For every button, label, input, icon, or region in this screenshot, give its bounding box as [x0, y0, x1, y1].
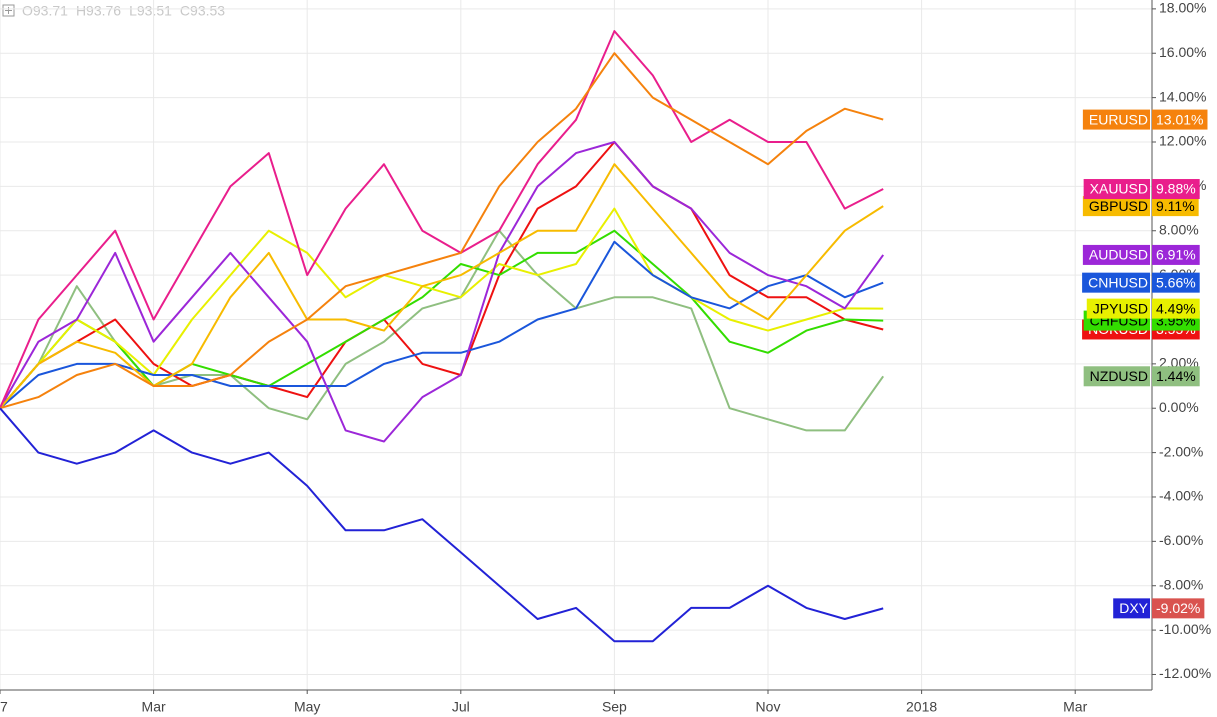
y-tick-label: -10.00%	[1159, 621, 1211, 637]
end-value-marker	[1152, 109, 1208, 130]
y-tick-label: 16.00%	[1159, 44, 1206, 60]
y-tick-label: -12.00%	[1159, 665, 1211, 681]
header-icon[interactable]	[2, 4, 15, 17]
end-value-label: 4.49%	[1156, 300, 1196, 316]
end-value-marker	[1152, 196, 1199, 217]
y-tick-label: -2.00%	[1159, 443, 1203, 459]
y-tick-label: 18.00%	[1159, 0, 1206, 16]
series-line	[0, 141, 885, 443]
x-tick-label: Mar	[1063, 699, 1087, 715]
series-line	[0, 229, 885, 432]
series-badge: EURUSD 13.01%	[1082, 109, 1208, 130]
series-badge: NZDUSD 1.44%	[1083, 366, 1200, 387]
legend-swatch	[1082, 272, 1150, 293]
y-tick-label: 8.00%	[1159, 221, 1199, 237]
legend-label: CNHUSD	[1088, 274, 1148, 290]
ohlc-value: C93.53	[180, 3, 225, 19]
series-line	[0, 207, 884, 409]
ohlc-value: O93.71	[22, 3, 68, 19]
end-value-label: 13.01%	[1156, 111, 1203, 127]
y-tick-label: 0.00%	[1159, 399, 1199, 415]
x-tick-label: Sep	[602, 699, 627, 715]
end-value-marker	[1152, 179, 1200, 200]
legend-label: GBPUSD	[1089, 198, 1148, 214]
legend-label: DXY	[1119, 600, 1148, 616]
x-tick-label: Nov	[756, 699, 781, 715]
series-line	[0, 163, 884, 409]
end-value-marker	[1152, 366, 1200, 387]
series-badge: DXY -9.02%	[1113, 598, 1205, 619]
legend-swatch	[1082, 109, 1150, 130]
series-badge: GBPUSD 9.11%	[1082, 196, 1199, 217]
end-value-marker	[1152, 272, 1200, 293]
legend-swatch	[1083, 179, 1150, 200]
y-tick-label: -6.00%	[1159, 532, 1203, 548]
y-tick-label: 12.00%	[1159, 133, 1206, 149]
legend-swatch	[1082, 244, 1150, 265]
end-value-label: 6.91%	[1156, 247, 1196, 263]
series-line	[0, 407, 884, 643]
end-value-marker	[1152, 244, 1200, 265]
x-tick-label: May	[294, 699, 320, 715]
legend-label: XAUUSD	[1090, 181, 1148, 197]
legend-swatch	[1082, 196, 1150, 217]
legend-label: EURUSD	[1089, 111, 1148, 127]
end-value-marker	[1152, 598, 1205, 619]
y-tick-label: -8.00%	[1159, 576, 1203, 592]
y-tick-label: -4.00%	[1159, 488, 1203, 504]
y-tick-label: 14.00%	[1159, 88, 1206, 104]
x-tick-label: Jul	[452, 699, 470, 715]
x-tick-label: 2018	[906, 699, 937, 715]
legend-label: AUDUSD	[1089, 247, 1148, 263]
series-badge: AUDUSD 6.91%	[1082, 244, 1200, 265]
legend-swatch	[1113, 598, 1150, 619]
series-line	[0, 52, 884, 410]
legend-swatch	[1086, 298, 1150, 319]
series-line	[0, 141, 884, 409]
series-badge: CNHUSD 5.66%	[1082, 272, 1200, 293]
series-line	[0, 240, 884, 409]
x-tick-label: Mar	[142, 699, 166, 715]
end-value-label: 5.66%	[1156, 274, 1196, 290]
legend-label: JPYUSD	[1093, 300, 1148, 316]
series-badge: JPYUSD 4.49%	[1086, 298, 1200, 319]
x-tick-label: 17	[0, 699, 8, 715]
series-badge: XAUUSD 9.88%	[1083, 179, 1200, 200]
end-value-label: 1.44%	[1156, 368, 1196, 384]
legend-label: NZDUSD	[1090, 368, 1148, 384]
ohlc-value: L93.51	[129, 3, 172, 19]
series-line	[0, 30, 884, 409]
legend-swatch	[1083, 366, 1150, 387]
end-value-label: 9.11%	[1156, 198, 1195, 214]
end-value-marker	[1152, 298, 1200, 319]
end-value-label: -9.02%	[1156, 600, 1200, 616]
end-value-label: 9.88%	[1156, 181, 1196, 197]
ohlc-value: H93.76	[76, 3, 121, 19]
